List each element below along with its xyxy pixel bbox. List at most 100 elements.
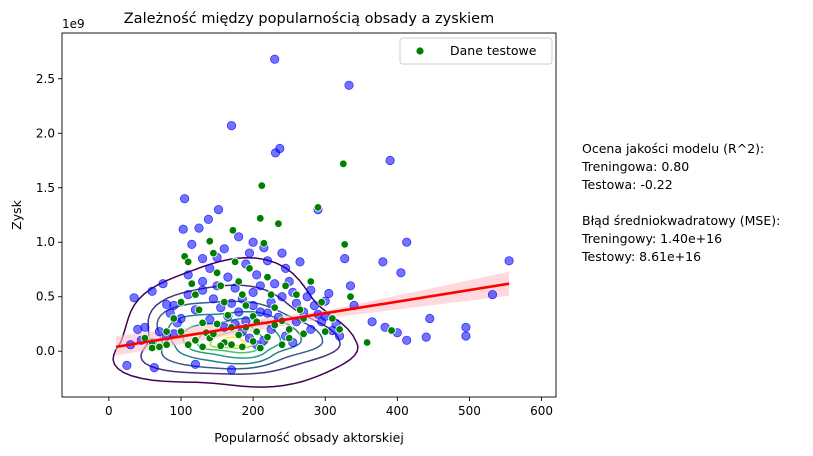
test-point: [387, 326, 396, 335]
test-point: [147, 343, 157, 353]
test-point: [321, 327, 330, 336]
test-point: [295, 305, 305, 314]
test-point: [176, 298, 186, 307]
train-point: [169, 300, 179, 311]
test-point: [212, 268, 222, 277]
train-point: [295, 257, 305, 267]
y-tick-label: 0.0: [36, 344, 55, 358]
train-point: [158, 279, 168, 289]
test-point: [256, 343, 265, 353]
test-point: [238, 290, 247, 299]
y-tick-label: 1.0: [36, 235, 55, 249]
train-point: [248, 237, 258, 247]
train-point: [226, 298, 237, 308]
x-tick-label: 600: [530, 404, 553, 418]
legend-box: [399, 37, 553, 65]
train-point: [487, 289, 498, 300]
test-point: [340, 240, 349, 249]
test-point: [335, 325, 344, 334]
train-point: [306, 324, 316, 334]
train-point: [194, 223, 204, 233]
test-point: [223, 311, 233, 320]
train-point: [140, 322, 150, 332]
train-point: [277, 248, 287, 258]
r2-test: Testowa: -0.22: [582, 177, 673, 192]
test-point: [248, 337, 258, 346]
y-axis-ticks: 0.0 0.5 1.0 1.5 2.0 2.5: [36, 72, 62, 358]
test-point: [241, 301, 251, 310]
train-point: [270, 148, 281, 158]
y-axis-label: Zysk: [9, 199, 24, 229]
test-point: [277, 340, 287, 349]
train-point: [461, 322, 471, 332]
test-point: [230, 257, 240, 267]
test-point: [228, 226, 238, 235]
test-point: [169, 314, 178, 323]
train-point: [234, 307, 244, 317]
mse-title: Błąd średniokwadratowy (MSE):: [582, 213, 781, 228]
train-point: [309, 300, 319, 311]
plot-frame: [61, 32, 557, 398]
test-point: [270, 303, 279, 312]
test-point: [183, 340, 193, 349]
train-point: [205, 314, 215, 325]
train-point: [291, 298, 301, 308]
test-point: [285, 333, 294, 343]
legend-marker-test: [415, 46, 425, 56]
test-point: [328, 314, 337, 323]
mse-train: Treningowy: 1.40e+16: [582, 231, 723, 246]
train-point: [205, 263, 215, 273]
train-point: [262, 256, 273, 266]
train-point: [425, 313, 435, 324]
test-point: [259, 239, 269, 248]
train-point: [208, 294, 218, 304]
test-point: [285, 325, 294, 334]
train-point: [176, 313, 186, 324]
train-point: [198, 254, 208, 264]
regression-line: [115, 282, 510, 349]
train-point: [396, 268, 406, 278]
test-point: [339, 159, 348, 168]
train-point: [149, 362, 159, 373]
test-point: [155, 342, 164, 352]
test-point: [162, 340, 171, 349]
r2-train: Treningowa: 0.80: [582, 159, 690, 174]
x-axis-ticks: 0 100 200 300 400 500 600: [105, 397, 553, 418]
test-point: [252, 327, 261, 336]
test-point: [257, 181, 266, 190]
x-tick-label: 500: [458, 404, 481, 418]
train-point: [421, 332, 431, 342]
train-point: [255, 307, 265, 317]
chart-title: Zależność między popularnością obsady a …: [124, 11, 494, 27]
test-point: [183, 257, 193, 267]
train-point: [178, 224, 188, 234]
training-points: [122, 54, 514, 375]
test-point: [238, 342, 247, 352]
x-tick-label: 0: [105, 404, 113, 418]
x-tick-label: 200: [242, 404, 265, 418]
x-axis-label: Popularność obsady aktorskiej: [214, 430, 404, 445]
test-point: [299, 329, 308, 338]
train-point: [203, 214, 213, 224]
train-point: [187, 239, 197, 249]
test-point: [216, 341, 225, 350]
train-point: [324, 288, 334, 299]
train-point: [270, 54, 280, 64]
test-point: [317, 298, 326, 307]
test-point: [198, 342, 207, 352]
train-point: [226, 365, 237, 375]
train-point: [183, 289, 193, 300]
legend: Dane testowe: [399, 37, 553, 65]
train-point: [234, 232, 244, 242]
regression-fit-line: [115, 282, 510, 349]
test-point: [292, 290, 301, 299]
train-point: [190, 359, 200, 369]
test-point: [216, 281, 225, 290]
train-point: [345, 281, 356, 291]
test-point: [313, 203, 323, 212]
train-point: [180, 194, 190, 204]
test-point: [176, 327, 186, 336]
test-point: [256, 214, 265, 223]
train-point: [183, 270, 193, 280]
